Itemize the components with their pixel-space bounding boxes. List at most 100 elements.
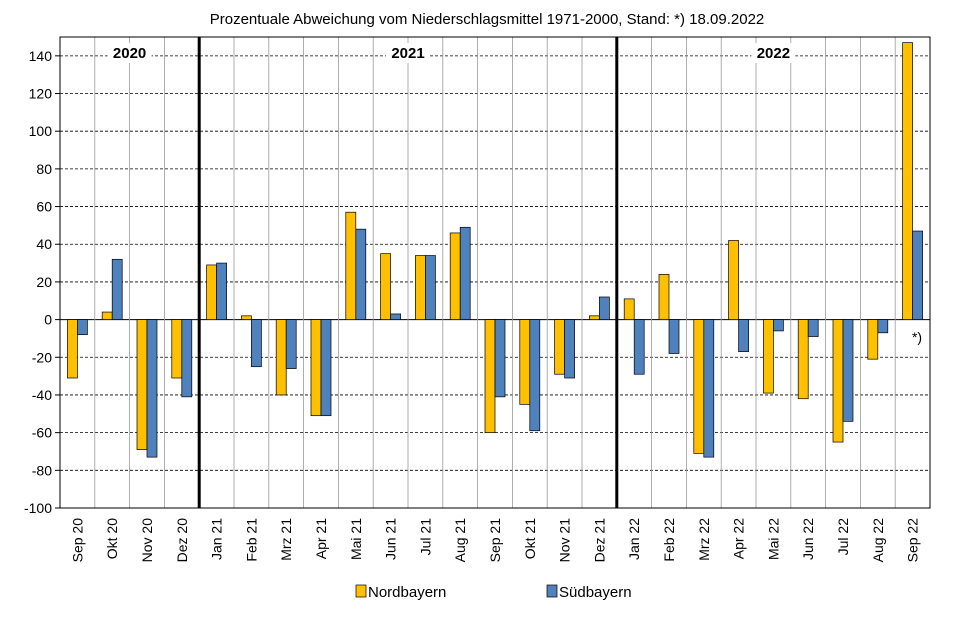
bar-suedbayern [738, 319, 749, 352]
bar-nordbayern [67, 319, 78, 379]
legend-label-nordbayern: Nordbayern [368, 584, 446, 601]
y-tick-label: 20 [36, 274, 52, 290]
y-tick-label: 100 [29, 123, 53, 139]
bar-nordbayern [310, 319, 322, 417]
bar-nordbayern [554, 319, 565, 375]
y-axis: -100 -80 -60 -40 -20 0 20 40 60 80 100 120 140 [24, 48, 60, 516]
bar-nordbayern [345, 211, 357, 320]
bar-nordbayern [206, 264, 217, 320]
x-tick-label: Sep 20 [69, 518, 85, 563]
y-tick-label: 80 [36, 161, 52, 177]
legend-label-suedbayern: Südbayern [559, 584, 632, 601]
y-tick-label: -80 [32, 462, 52, 478]
year-label-bg [107, 43, 152, 63]
x-tick-label: Apr 21 [313, 518, 329, 559]
bar-nordbayern [623, 298, 635, 320]
year-separators [197, 37, 619, 508]
bar-suedbayern [564, 319, 575, 379]
x-tick-label: Sep 22 [905, 518, 921, 563]
chart-title: Prozentuale Abweichung vom Niederschlags… [210, 11, 765, 28]
bar-nordbayern [415, 255, 426, 320]
x-tick-label: Jun 21 [383, 518, 399, 560]
x-tick-label: Jun 22 [800, 518, 816, 560]
x-tick-label: Nov 20 [139, 518, 155, 563]
year-label-bg [386, 43, 430, 63]
bar-suedbayern [773, 319, 784, 332]
y-tick-label: 40 [36, 236, 52, 252]
bar-nordbayern [832, 319, 844, 443]
bar-suedbayern [668, 319, 680, 354]
x-tick-label: Aug 22 [870, 518, 886, 563]
y-tick-label: -40 [32, 387, 52, 403]
bar-suedbayern [390, 313, 401, 320]
bar-nordbayern [902, 42, 913, 320]
bar-suedbayern [216, 262, 227, 320]
bar-suedbayern [807, 319, 819, 337]
bar-suedbayern [912, 230, 923, 320]
bar-nordbayern [763, 319, 774, 394]
bar-suedbayern [77, 319, 88, 336]
legend-swatch-suedbayern [546, 584, 558, 598]
x-tick-label: Jul 22 [835, 518, 851, 556]
bar-nordbayern [136, 319, 148, 450]
x-tick-label: Jan 21 [209, 518, 225, 560]
x-tick-label: Apr 22 [731, 518, 747, 559]
bar-nordbayern [693, 319, 705, 454]
x-tick-label: Aug 21 [452, 518, 468, 563]
y-tick-label: -60 [32, 425, 52, 441]
x-tick-label: Nov 21 [557, 518, 573, 563]
bar-nordbayern [171, 319, 183, 379]
bar-suedbayern [355, 228, 367, 320]
bar-suedbayern [425, 255, 436, 320]
y-tick-label: 0 [44, 312, 52, 328]
x-tick-label: Mai 22 [765, 518, 781, 560]
plot-frame [59, 36, 931, 509]
bar-nordbayern [728, 240, 739, 320]
bar-nordbayern [867, 319, 879, 360]
year-label: 2021 [391, 45, 424, 62]
y-tick-label: 140 [29, 48, 53, 64]
x-axis: Sep 20 Okt 20 Nov 20 Dez 20 Jan 21 Feb 21 Mrz … [69, 518, 920, 563]
x-tick-label: Feb 21 [243, 518, 259, 562]
bars [67, 42, 923, 458]
year-label: 2022 [757, 45, 790, 62]
x-tick-label: Jul 21 [417, 518, 433, 556]
bar-suedbayern [320, 319, 332, 417]
x-tick-label: Jan 22 [626, 518, 642, 560]
x-tick-label: Okt 20 [104, 518, 120, 559]
bar-suedbayern [529, 319, 541, 432]
bar-suedbayern [703, 319, 715, 458]
bar-suedbayern [181, 319, 193, 398]
bar-suedbayern [459, 226, 471, 320]
bar-nordbayern [589, 315, 600, 320]
bar-nordbayern [484, 319, 496, 433]
bar-nordbayern [797, 319, 809, 400]
y-tick-label: -100 [24, 500, 52, 516]
x-tick-label: Mai 21 [348, 518, 364, 560]
bar-suedbayern [599, 296, 610, 320]
x-tick-label: Mrz 22 [696, 518, 712, 561]
bar-nordbayern [449, 232, 461, 320]
bar-nordbayern [658, 274, 670, 320]
bar-nordbayern [275, 319, 287, 396]
y-tick-label: -20 [32, 349, 52, 365]
bar-nordbayern [101, 311, 113, 320]
annotation: *) [912, 329, 922, 345]
x-tick-label: Dez 20 [174, 518, 190, 563]
bar-suedbayern [633, 319, 645, 375]
bar-suedbayern [285, 319, 297, 369]
y-tick-label: 60 [36, 199, 52, 215]
x-tick-label: Mrz 21 [278, 518, 294, 561]
bar-suedbayern [842, 319, 854, 422]
bar-suedbayern [494, 319, 506, 398]
x-tick-label: Feb 22 [661, 518, 677, 562]
x-tick-label: Okt 21 [522, 518, 538, 559]
bar-suedbayern [251, 319, 262, 368]
bar-nordbayern [380, 253, 391, 320]
grid [60, 37, 930, 508]
legend: Nordbayern Südbayern [355, 584, 632, 601]
bar-suedbayern [146, 319, 158, 458]
x-tick-label: Dez 21 [591, 518, 607, 563]
x-tick-label: Sep 21 [487, 518, 503, 563]
